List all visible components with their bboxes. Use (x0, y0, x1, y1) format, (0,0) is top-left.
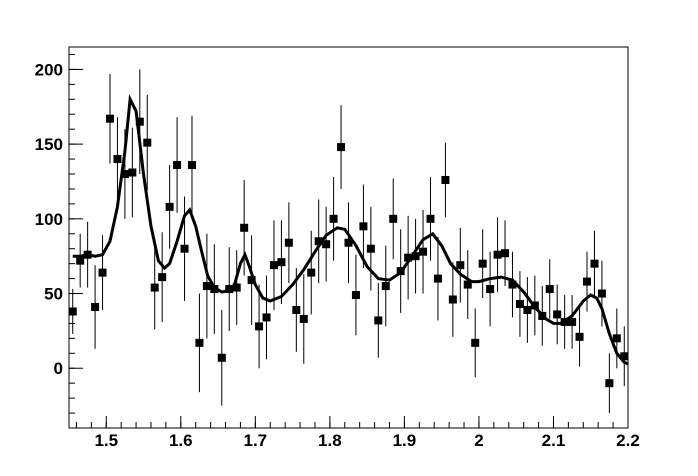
data-point (165, 202, 174, 211)
data-point (68, 307, 77, 316)
data-point (76, 256, 85, 265)
data-point (493, 250, 502, 259)
data-point (322, 240, 331, 249)
data-point (478, 259, 487, 268)
data-point (486, 285, 495, 294)
x-tick-label: 1.7 (244, 431, 268, 450)
data-point (508, 280, 517, 289)
data-point (590, 259, 599, 268)
data-point (359, 222, 368, 231)
data-point (113, 155, 122, 164)
data-point (128, 168, 137, 177)
data-point (381, 282, 390, 291)
data-point (284, 238, 293, 247)
data-point (553, 310, 562, 319)
data-point (441, 175, 450, 184)
data-point (150, 283, 159, 292)
data-point (143, 138, 152, 147)
data-point (568, 317, 577, 326)
x-tick-label: 1.5 (94, 431, 118, 450)
data-point (135, 117, 144, 126)
data-point (195, 338, 204, 347)
data-point (299, 314, 308, 323)
data-point (351, 291, 360, 300)
plot-frame (68, 46, 629, 429)
data-point (329, 214, 338, 223)
y-tick-label: 100 (35, 210, 63, 229)
data-point (314, 237, 323, 246)
y-tick-label: 150 (35, 135, 63, 154)
data-point (515, 299, 524, 308)
data-point (366, 244, 375, 253)
data-point (173, 161, 182, 170)
data-point (344, 238, 353, 247)
x-tick-label: 1.6 (169, 431, 193, 450)
y-tick-label: 0 (54, 359, 63, 378)
data-point (105, 114, 114, 123)
data-point (597, 289, 606, 298)
x-tick-label: 1.9 (393, 431, 417, 450)
x-tick-label: 2.2 (616, 431, 640, 450)
data-point (404, 253, 413, 262)
data-point (575, 332, 584, 341)
data-point (217, 353, 226, 362)
data-point (411, 252, 420, 261)
data-point (583, 277, 592, 286)
x-tick-label: 1.8 (318, 431, 342, 450)
data-point (471, 338, 480, 347)
data-point (545, 285, 554, 294)
data-point (523, 305, 532, 314)
data-point (419, 247, 428, 256)
y-tick-label: 50 (44, 285, 63, 304)
data-point (269, 261, 278, 270)
data-point (158, 273, 167, 282)
data-point (389, 214, 398, 223)
x-tick-label: 2.1 (542, 431, 566, 450)
data-point (187, 161, 196, 170)
axes: 1.5 1.6 1.7 1.8 1.9 2 2.1 2.2 0 50 100 150 200 (35, 53, 640, 450)
data-point (426, 214, 435, 223)
fit-curve (72, 94, 629, 366)
data-point (240, 223, 249, 232)
data-point (433, 274, 442, 283)
data-point (180, 244, 189, 253)
data-point (262, 313, 271, 322)
data-point (91, 302, 100, 311)
x-tick-label: 2 (474, 431, 483, 450)
data-point (337, 143, 346, 152)
data-point (120, 170, 129, 178)
data-point (292, 305, 301, 314)
data-point (605, 379, 614, 388)
data-point (612, 334, 621, 343)
data-point (501, 249, 510, 258)
data-point (255, 322, 264, 331)
data-point (202, 282, 211, 291)
data-point (277, 258, 286, 267)
data-point (307, 268, 316, 277)
data-point (374, 316, 383, 325)
data-point (620, 352, 629, 361)
data-point (232, 283, 241, 292)
data-point (463, 280, 472, 289)
data-point (448, 295, 457, 304)
data-point (247, 276, 256, 285)
data-point (98, 268, 107, 277)
y-tick-label: 200 (35, 60, 63, 79)
data-point (456, 261, 465, 270)
